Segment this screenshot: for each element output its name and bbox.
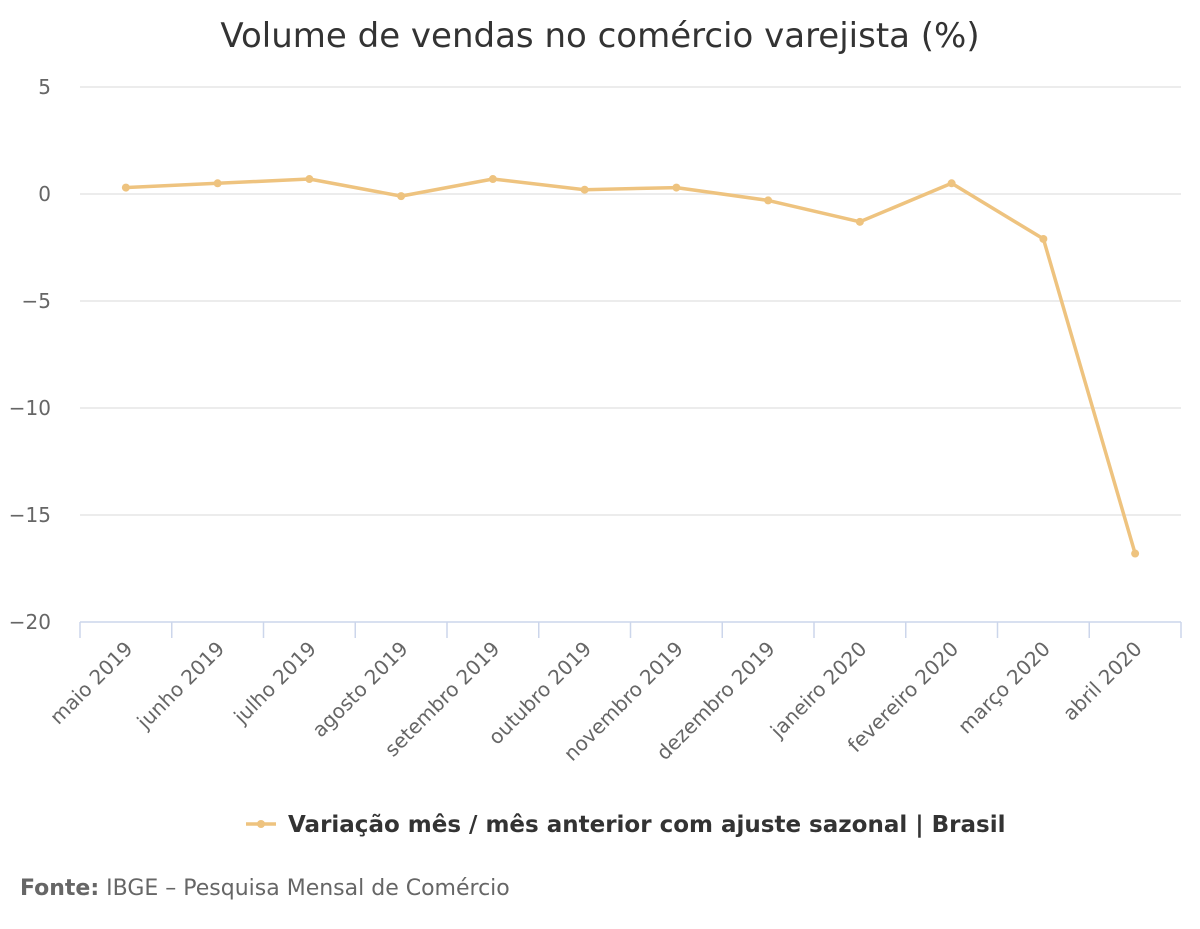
x-tick-label: junho 2019 [132, 637, 230, 735]
data-point [580, 185, 589, 194]
data-point [305, 175, 314, 184]
y-tick-label: −10 [9, 396, 51, 420]
y-tick-label: −15 [9, 503, 51, 527]
legend-label: Variação mês / mês anterior com ajuste s… [288, 812, 1006, 838]
chart-title: Volume de vendas no comércio varejista (… [220, 16, 979, 56]
data-point [1039, 234, 1048, 243]
data-point [672, 183, 681, 192]
source-label: Fonte: [20, 876, 100, 901]
grid-lines [80, 86, 1181, 516]
source-text: IBGE – Pesquisa Mensal de Comércio [106, 876, 510, 901]
data-point [764, 196, 773, 205]
data-point [213, 179, 222, 188]
data-point [855, 217, 864, 226]
legend[interactable]: Variação mês / mês anterior com ajuste s… [246, 812, 1006, 838]
series-line [124, 177, 1137, 556]
legend-swatch-marker [257, 820, 265, 828]
x-tick-label: abril 2020 [1058, 637, 1147, 726]
y-tick-label: −5 [22, 289, 51, 313]
y-axis-labels: 5 0 −5 −10 −15 −20 [9, 75, 51, 634]
x-tick-label: março 2020 [953, 637, 1055, 739]
x-tick-label: julho 2019 [228, 637, 321, 730]
data-point [1131, 549, 1140, 558]
y-tick-label: 5 [38, 75, 51, 99]
y-tick-label: 0 [38, 182, 51, 206]
data-point [121, 183, 130, 192]
series-layer [121, 175, 1140, 558]
x-tick-label: maio 2019 [45, 637, 137, 729]
data-point [947, 179, 956, 188]
y-tick-label: −20 [9, 610, 51, 634]
data-point [488, 175, 497, 184]
source-note: Fonte: IBGE – Pesquisa Mensal de Comérci… [20, 876, 510, 901]
data-point [397, 192, 406, 201]
